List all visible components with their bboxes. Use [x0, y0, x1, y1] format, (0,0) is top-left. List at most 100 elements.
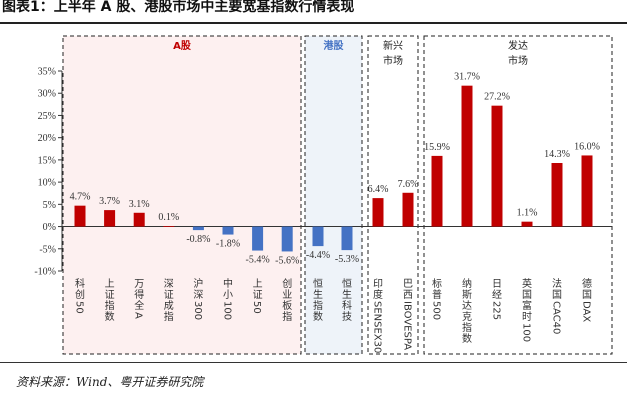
svg-text:证: 证 — [105, 289, 115, 301]
data-label: -5.6% — [275, 255, 299, 266]
svg-text:500: 500 — [431, 301, 442, 320]
svg-text:沪: 沪 — [193, 277, 203, 290]
svg-text:经: 经 — [492, 288, 502, 301]
group-label: 发达 — [508, 39, 528, 52]
data-label: 16.0% — [574, 141, 600, 152]
svg-text:小: 小 — [223, 289, 233, 301]
y-tick-label: -10% — [34, 267, 56, 278]
y-tick-label: -5% — [39, 244, 56, 255]
group-label: 新兴 — [383, 39, 403, 52]
data-label: 31.7% — [454, 72, 480, 83]
bar — [521, 221, 533, 227]
svg-text:深: 深 — [193, 289, 203, 301]
y-tick-label: 10% — [38, 178, 56, 189]
data-label: 27.2% — [484, 92, 510, 103]
svg-text:CAC40: CAC40 — [551, 301, 562, 334]
emerging-group-box — [367, 35, 419, 355]
svg-text:225: 225 — [491, 301, 502, 320]
data-label: 0.1% — [158, 212, 179, 223]
svg-text:达: 达 — [462, 300, 472, 312]
svg-text:指: 指 — [105, 299, 115, 312]
bar — [372, 198, 384, 227]
svg-text:科: 科 — [75, 277, 85, 290]
svg-text:100: 100 — [222, 301, 233, 320]
bar — [431, 155, 443, 227]
svg-text:DAX: DAX — [581, 301, 592, 322]
svg-text:IBOVESPA: IBOVESPA — [402, 301, 413, 350]
svg-text:上: 上 — [253, 278, 263, 290]
bar — [104, 210, 116, 227]
svg-text:普: 普 — [432, 288, 442, 301]
figure-title: 图表1：上半年 A 股、港股市场中主要宽基指数行情表现 — [2, 0, 355, 15]
svg-text:巴: 巴 — [403, 278, 413, 290]
svg-text:日: 日 — [492, 279, 502, 290]
data-label: -0.8% — [186, 234, 210, 245]
bar — [402, 192, 414, 227]
bar — [222, 226, 234, 235]
svg-text:数: 数 — [313, 310, 323, 323]
svg-text:数: 数 — [462, 332, 472, 345]
source-divider — [0, 362, 627, 363]
y-tick-label: 20% — [38, 133, 56, 144]
data-label: 14.3% — [544, 149, 570, 160]
svg-text:成: 成 — [164, 300, 174, 312]
svg-text:标: 标 — [432, 278, 442, 290]
bar — [461, 85, 473, 227]
svg-text:纳: 纳 — [462, 277, 472, 290]
bar — [312, 226, 324, 247]
svg-text:法: 法 — [552, 277, 562, 290]
data-label: -4.4% — [306, 250, 330, 261]
data-label: 3.1% — [129, 199, 150, 210]
svg-text:创: 创 — [75, 288, 85, 301]
hk-group-box — [304, 35, 363, 355]
svg-text:万: 万 — [134, 279, 144, 290]
group-label: 市场 — [383, 54, 403, 67]
bar — [163, 226, 175, 227]
svg-text:得: 得 — [134, 289, 144, 301]
svg-text:深: 深 — [164, 278, 174, 290]
svg-text:全: 全 — [134, 299, 144, 312]
svg-text:度: 度 — [373, 288, 383, 301]
svg-text:SENSEX30: SENSEX30 — [372, 301, 383, 353]
svg-text:斯: 斯 — [462, 288, 472, 301]
svg-text:生: 生 — [342, 288, 352, 301]
svg-text:指: 指 — [164, 310, 174, 323]
data-label: 3.7% — [99, 196, 120, 207]
svg-text:国: 国 — [552, 289, 562, 301]
data-label: 6.4% — [368, 184, 389, 195]
svg-text:英: 英 — [522, 277, 532, 290]
svg-text:指: 指 — [462, 321, 472, 334]
svg-text:生: 生 — [313, 288, 323, 301]
svg-text:创: 创 — [282, 277, 292, 290]
data-label: 4.7% — [70, 192, 91, 203]
bar — [491, 105, 503, 227]
svg-text:指: 指 — [282, 310, 292, 323]
bar — [133, 212, 145, 227]
bar — [581, 155, 593, 227]
a-share-group-box — [62, 35, 302, 355]
y-tick-label: 0% — [43, 222, 56, 233]
svg-text:证: 证 — [164, 289, 174, 301]
group-label: 港股 — [324, 39, 345, 52]
svg-text:50: 50 — [251, 301, 262, 314]
svg-text:科: 科 — [342, 299, 352, 312]
svg-text:德: 德 — [582, 277, 592, 290]
svg-text:数: 数 — [105, 310, 115, 323]
y-tick-label: 25% — [38, 111, 56, 122]
svg-text:A: A — [133, 312, 144, 319]
bar — [252, 226, 264, 251]
y-tick-label: 30% — [38, 89, 56, 100]
